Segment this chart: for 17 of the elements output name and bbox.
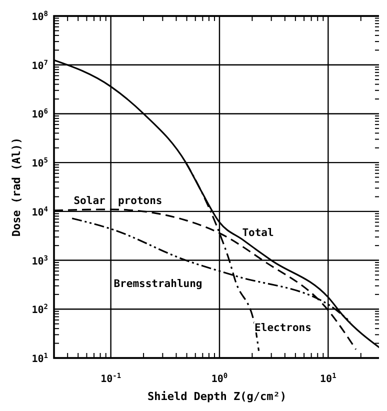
x-tick-label: 10$^{-1}$	[100, 372, 122, 385]
y-tick-label: 10$^{5}$	[32, 156, 48, 170]
y-tick-label: 10$^{1}$	[32, 352, 48, 365]
series-label: Electrons	[254, 322, 312, 334]
y-tick-label: 10$^{6}$	[32, 108, 48, 121]
y-tick-label: 10$^{4}$	[32, 205, 48, 218]
series-label: Solar protons	[74, 195, 162, 207]
x-tick-label: 10$^{0}$	[211, 372, 228, 385]
x-tick-label: 10$^{1}$	[320, 372, 336, 385]
y-axis-title: Dose (rad (Al))	[10, 137, 23, 237]
series-label: Total	[242, 227, 274, 239]
x-axis-title: Shield Depth Z(g/cm²)	[147, 390, 287, 403]
y-tick-label: 10$^{3}$	[32, 254, 48, 268]
y-tick-label: 10$^{7}$	[32, 58, 48, 72]
series-label: Bremsstrahlung	[114, 278, 202, 290]
y-tick-label: 10$^{8}$	[32, 10, 48, 23]
y-tick-label: 10$^{2}$	[32, 303, 48, 316]
